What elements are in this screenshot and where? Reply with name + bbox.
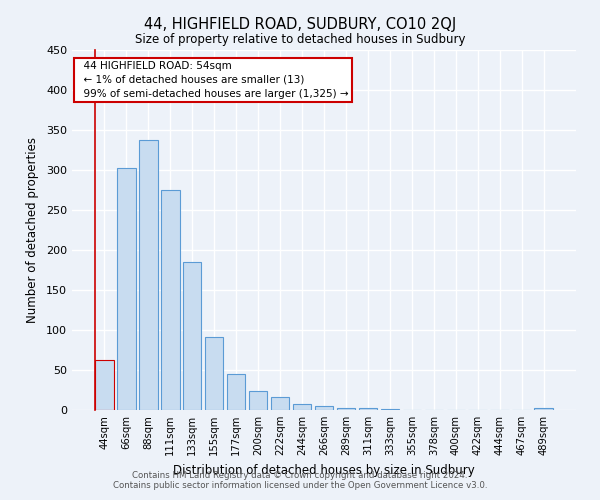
Bar <box>183 262 202 410</box>
Bar <box>227 374 245 410</box>
Bar <box>314 406 334 410</box>
Bar <box>117 168 136 410</box>
Text: 44 HIGHFIELD ROAD: 54sqm
  ← 1% of detached houses are smaller (13)
  99% of sem: 44 HIGHFIELD ROAD: 54sqm ← 1% of detache… <box>77 61 349 99</box>
Bar <box>161 190 179 410</box>
Bar <box>249 391 268 410</box>
Text: Contains HM Land Registry data © Crown copyright and database right 2024.
Contai: Contains HM Land Registry data © Crown c… <box>113 470 487 490</box>
Bar <box>535 408 553 410</box>
Bar <box>271 397 289 410</box>
X-axis label: Distribution of detached houses by size in Sudbury: Distribution of detached houses by size … <box>173 464 475 476</box>
Bar <box>139 140 158 410</box>
Bar <box>337 408 355 410</box>
Bar <box>359 408 377 410</box>
Bar <box>205 337 223 410</box>
Text: 44, HIGHFIELD ROAD, SUDBURY, CO10 2QJ: 44, HIGHFIELD ROAD, SUDBURY, CO10 2QJ <box>144 18 456 32</box>
Text: Size of property relative to detached houses in Sudbury: Size of property relative to detached ho… <box>135 32 465 46</box>
Bar <box>95 360 113 410</box>
Bar <box>380 409 399 410</box>
Y-axis label: Number of detached properties: Number of detached properties <box>26 137 39 323</box>
Bar <box>293 404 311 410</box>
